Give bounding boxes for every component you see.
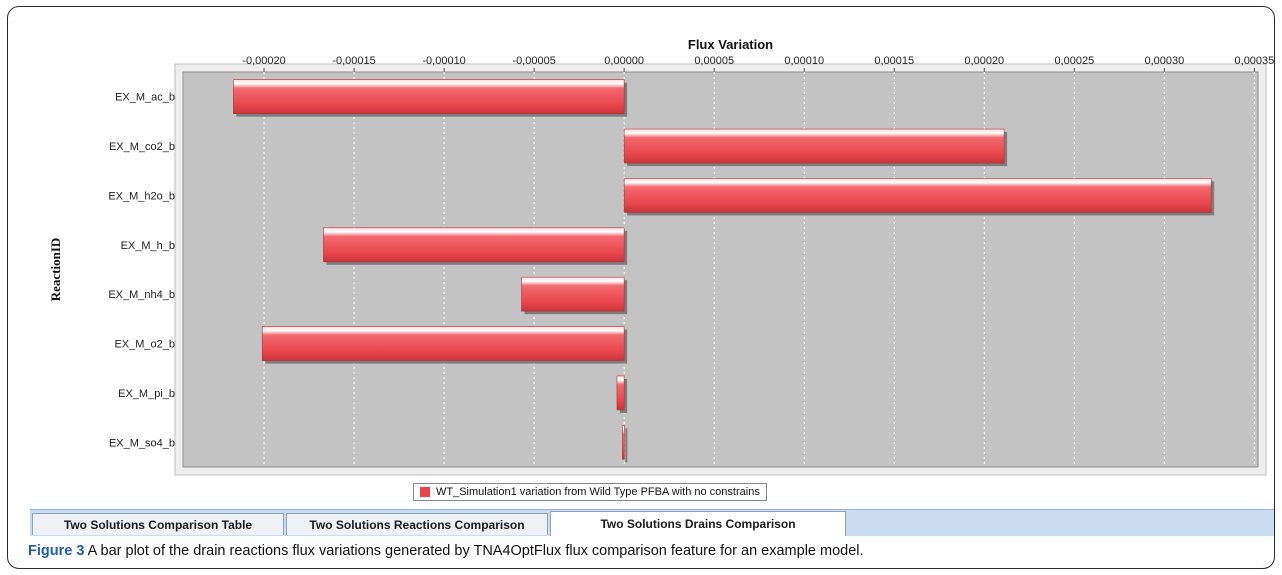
x-tick-label: -0,00015 [332, 55, 375, 67]
bar [521, 276, 625, 312]
bar-shadow [625, 428, 628, 463]
bar [233, 79, 625, 114]
bar [323, 227, 625, 263]
legend-label: WT_Simulation1 variation from Wild Type … [436, 486, 760, 498]
tab-comparison-table[interactable]: Two Solutions Comparison Table [32, 513, 284, 535]
caption-text: A bar plot of the drain reactions flux v… [84, 543, 864, 559]
bar [622, 425, 625, 460]
category-label: EX_M_o2_b [114, 339, 175, 351]
bar [261, 326, 625, 361]
bar [623, 178, 1212, 213]
category-label: EX_M_co2_b [109, 141, 175, 153]
y-axis-label: ReactionID [48, 238, 63, 302]
x-tick-label: 0,00000 [604, 55, 644, 67]
caption-label: Figure 3 [28, 543, 85, 559]
bar [616, 375, 625, 411]
x-tick-label: 0,00020 [964, 55, 1004, 67]
x-tick-label: 0,00035 [1235, 55, 1275, 67]
figure-caption: Figure 3 A bar plot of the drain reactio… [28, 543, 1273, 559]
x-tick-label: 0,00025 [1054, 55, 1094, 67]
x-tick-label: 0,00005 [694, 55, 734, 67]
x-tick-label: -0,00005 [512, 55, 555, 67]
category-label: EX_M_so4_b [109, 437, 175, 449]
x-tick-label: -0,00020 [242, 55, 285, 67]
x-tick-label: 0,00030 [1144, 55, 1184, 67]
chart-title: Flux Variation [688, 37, 773, 52]
chart-legend: WT_Simulation1 variation from Wild Type … [413, 483, 767, 501]
tab-reactions-comparison[interactable]: Two Solutions Reactions Comparison [286, 513, 548, 535]
tab-bar: Two Solutions Comparison Table Two Solut… [30, 509, 1274, 536]
tab-drains-comparison[interactable]: Two Solutions Drains Comparison [550, 511, 846, 536]
bar [623, 128, 1005, 164]
legend-swatch [420, 487, 430, 497]
category-label: EX_M_h_b [121, 240, 175, 252]
x-tick-label: 0,00010 [784, 55, 824, 67]
bar-chart: Flux Variation -0,00020 -0,00015 -0,00010 -0… [48, 37, 1275, 476]
x-tick-label: -0,00010 [422, 55, 465, 67]
category-label: EX_M_pi_b [118, 388, 175, 400]
category-label: EX_M_ac_b [115, 92, 175, 104]
category-label: EX_M_nh4_b [108, 289, 175, 301]
x-tick-label: 0,00015 [874, 55, 914, 67]
figure-frame: Flux Variation -0,00020 -0,00015 -0,00010 -0… [7, 6, 1275, 569]
category-label: EX_M_h2o_b [108, 190, 175, 202]
